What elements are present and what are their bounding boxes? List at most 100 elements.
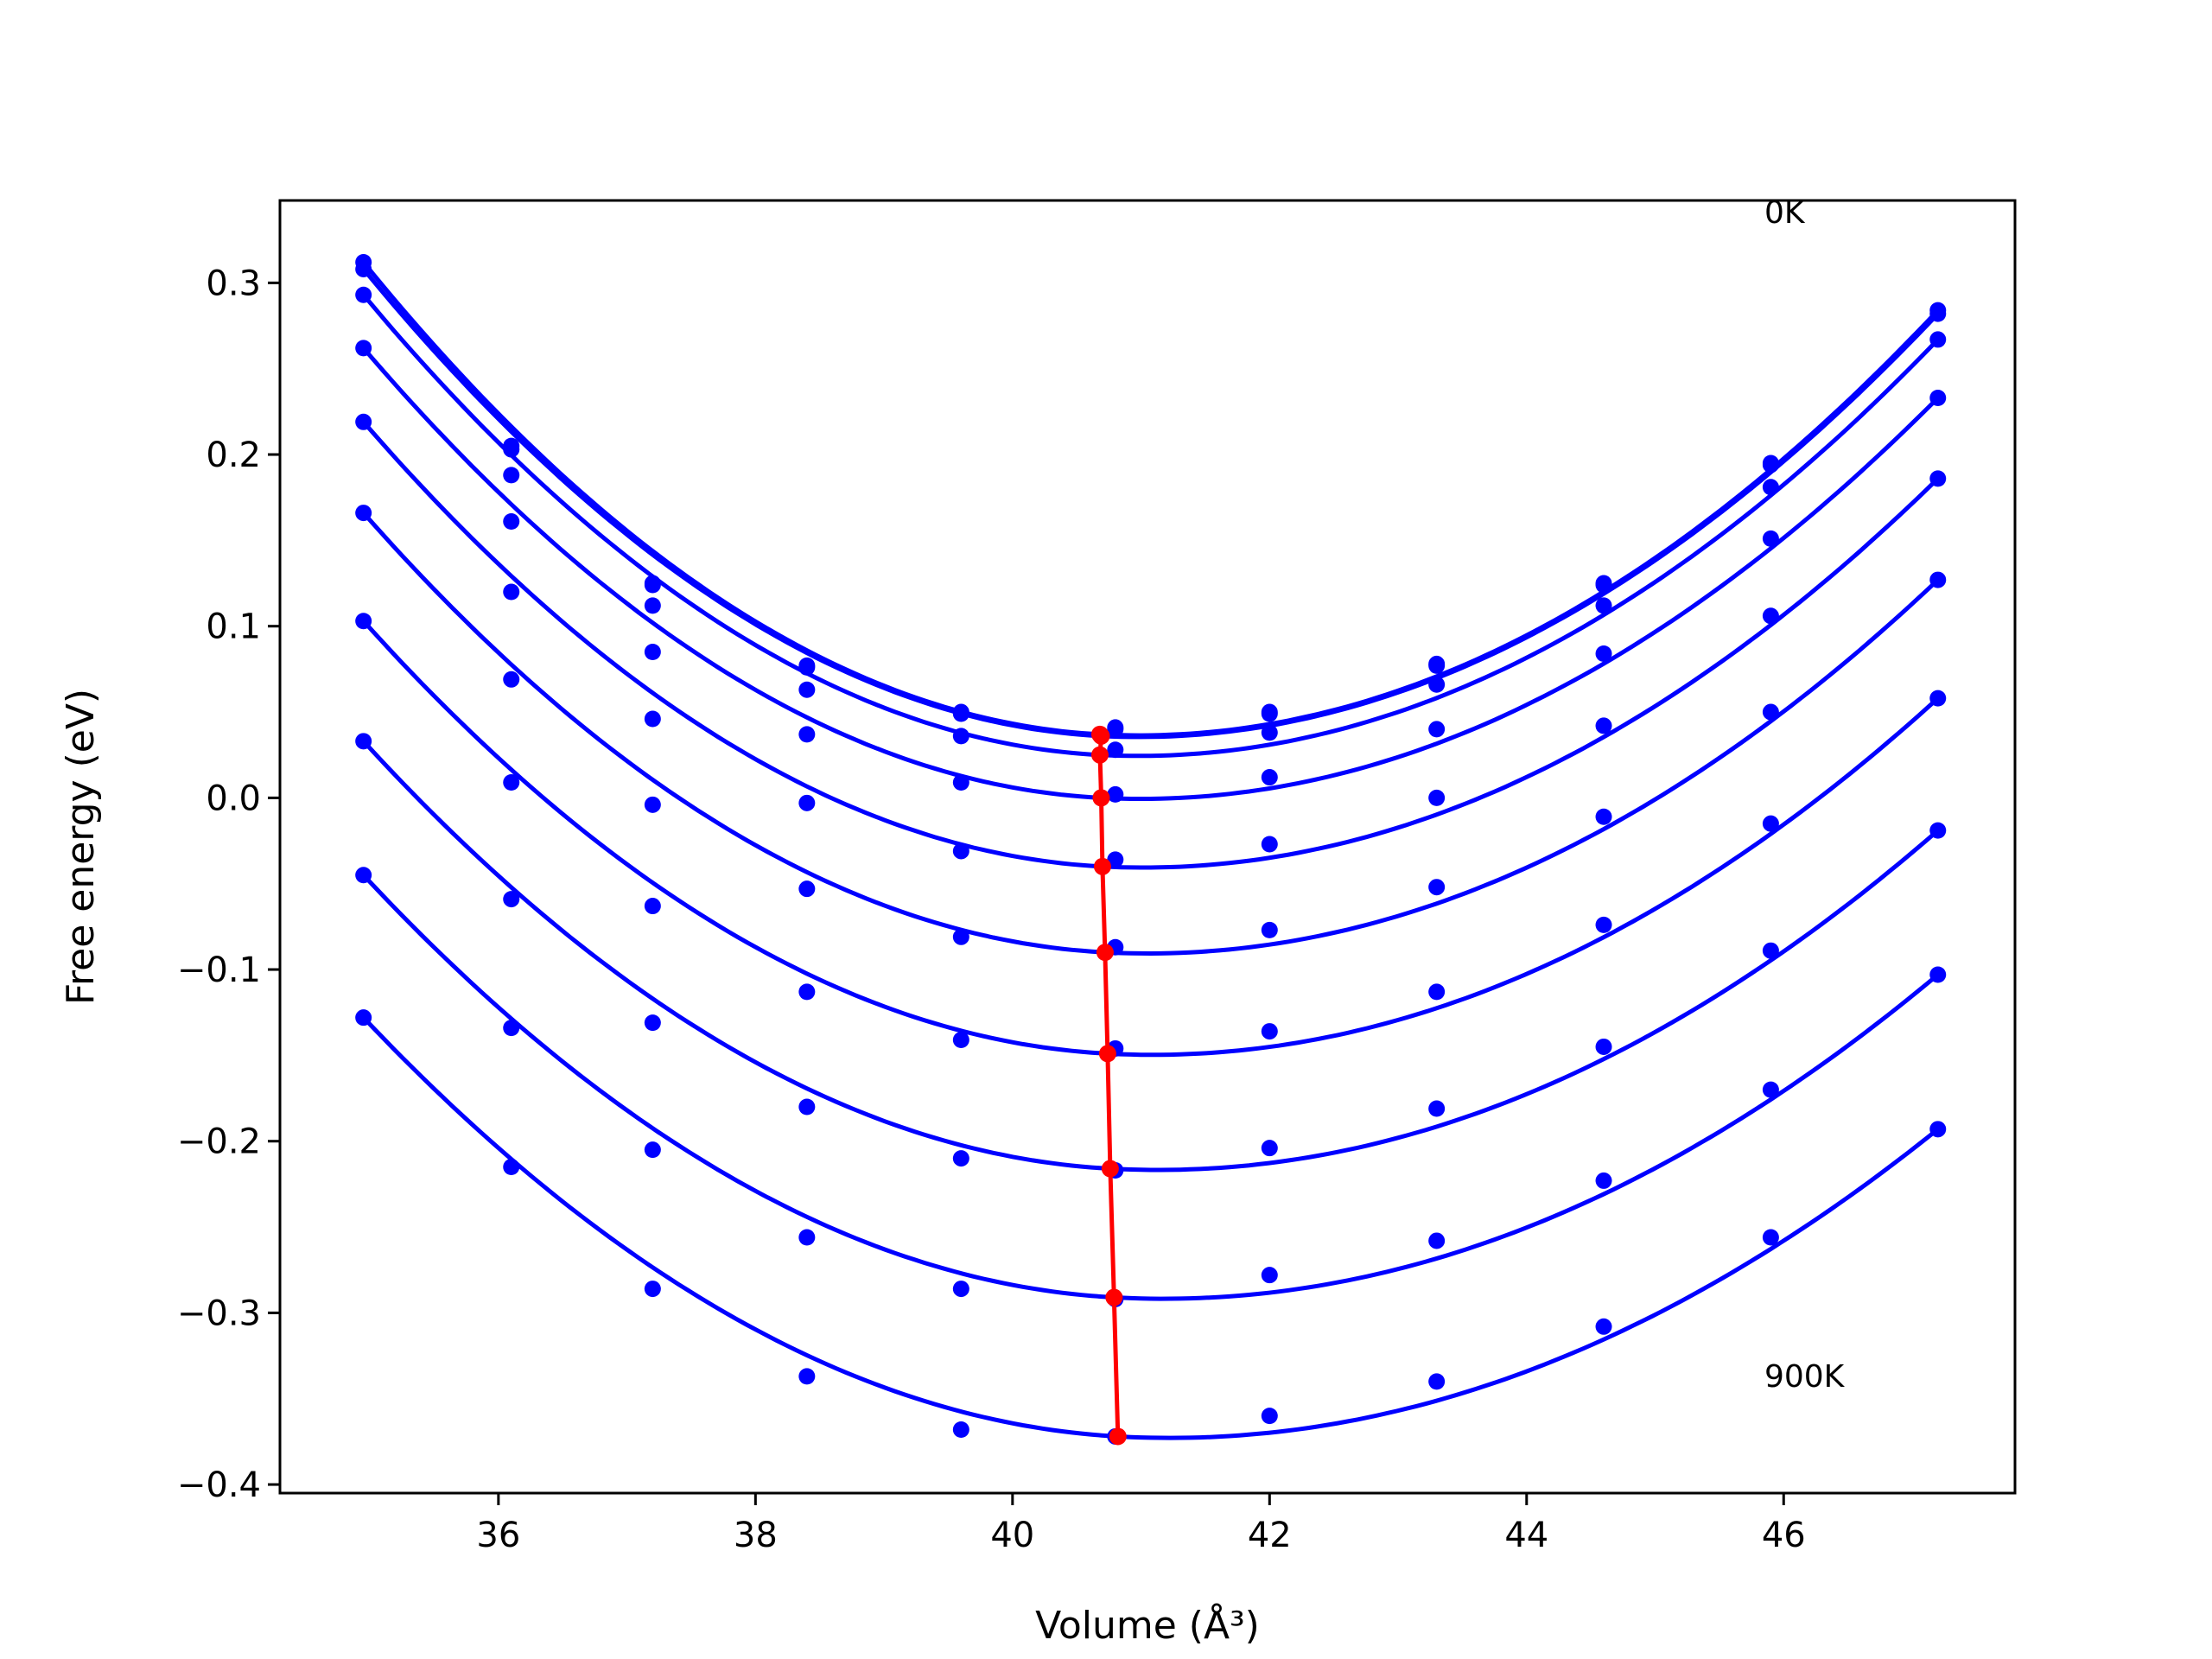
data-point [1929, 470, 1947, 487]
data-point [1595, 645, 1612, 662]
data-point [952, 842, 969, 860]
data-point [355, 613, 372, 630]
x-tick-label: 44 [1504, 1516, 1548, 1555]
data-point [1428, 1373, 1446, 1390]
data-point [1428, 983, 1446, 1001]
data-point [503, 671, 520, 688]
data-point [952, 773, 969, 791]
x-tick-label: 42 [1248, 1516, 1292, 1555]
data-point [355, 413, 372, 430]
data-point [952, 728, 969, 745]
data-point [644, 597, 661, 614]
data-point [503, 1020, 520, 1037]
minimum-point [1090, 746, 1109, 764]
minimum-point [1093, 857, 1111, 875]
data-point [952, 705, 969, 722]
annotation-0k: 0K [1764, 195, 1806, 231]
annotation-900k: 900K [1764, 1359, 1846, 1395]
data-point [644, 1281, 661, 1298]
data-point [1428, 657, 1446, 674]
series-curve-1 [361, 267, 1940, 740]
data-point [503, 1159, 520, 1176]
data-point [1762, 1229, 1779, 1246]
data-point [1261, 921, 1278, 938]
data-point [1929, 966, 1947, 983]
data-point [644, 898, 661, 915]
data-point [1107, 851, 1124, 868]
plot-frame [278, 199, 2017, 1495]
data-point [1595, 717, 1612, 734]
minimum-point [1101, 1160, 1119, 1178]
series-curve-3 [361, 346, 1940, 801]
data-point [1929, 389, 1947, 406]
data-point [1595, 916, 1612, 933]
data-point [1929, 331, 1947, 348]
y-tick-label: −0.1 [177, 950, 261, 990]
data-point [1762, 942, 1779, 959]
y-tick-label: 0.2 [206, 435, 261, 475]
y-tick-label: 0.0 [206, 779, 261, 818]
data-point [1428, 1100, 1446, 1117]
data-point [1762, 530, 1779, 547]
y-axis: 0.3 0.2 0.1 0.0 −0.1 −0.2 −0.3 −0.4 [177, 264, 280, 1505]
data-point [1261, 705, 1278, 722]
minimum-point [1096, 944, 1114, 962]
x-tick-label: 40 [990, 1516, 1034, 1555]
data-point [952, 1421, 969, 1438]
series-curve-4 [361, 420, 1940, 870]
series-curve-9 [361, 1015, 1940, 1440]
data-point [1929, 822, 1947, 839]
data-point [644, 1141, 661, 1159]
x-tick-label: 38 [734, 1516, 778, 1555]
data-point [1428, 676, 1446, 693]
data-point [1261, 1408, 1278, 1425]
data-point [1107, 741, 1124, 759]
data-point [1428, 789, 1446, 806]
y-tick-label: −0.2 [177, 1122, 261, 1162]
data-layer [355, 254, 1947, 1446]
data-point [503, 467, 520, 484]
data-point [355, 286, 372, 303]
data-point [952, 1032, 969, 1049]
data-point [1261, 1140, 1278, 1157]
data-point [1428, 721, 1446, 738]
data-point [798, 681, 816, 698]
data-point [1107, 785, 1124, 803]
data-point [355, 260, 372, 277]
data-point [1428, 1232, 1446, 1249]
y-axis-label: Free energy (eV) [59, 689, 103, 1005]
data-point [798, 880, 816, 898]
data-point [1428, 879, 1446, 896]
data-point [1929, 571, 1947, 588]
data-point [952, 1150, 969, 1167]
data-point [503, 583, 520, 601]
minimum-point [1092, 789, 1110, 807]
data-point [798, 1229, 816, 1246]
data-point [1595, 1172, 1612, 1189]
data-point [355, 1009, 372, 1027]
data-point [644, 644, 661, 661]
minimum-line [1097, 733, 1121, 1437]
series-curve-5 [361, 511, 1940, 957]
minimum-point [1105, 1288, 1123, 1306]
data-point [1762, 1081, 1779, 1098]
data-point [644, 796, 661, 813]
x-axis-label: Volume (Å³) [1035, 1602, 1260, 1648]
data-point [1929, 1121, 1947, 1138]
data-point [1762, 607, 1779, 625]
y-tick-label: 0.1 [206, 607, 261, 647]
data-point [1595, 808, 1612, 825]
data-point [1595, 1318, 1612, 1335]
minimum-point [1109, 1427, 1127, 1446]
y-tick-label: −0.3 [177, 1294, 261, 1333]
data-point [644, 710, 661, 728]
x-tick-label: 46 [1762, 1516, 1806, 1555]
data-point [798, 1368, 816, 1385]
data-point [1261, 769, 1278, 786]
data-point [1762, 456, 1779, 474]
y-tick-label: 0.3 [206, 264, 261, 303]
data-point [1261, 836, 1278, 853]
minimum-point [1098, 1045, 1116, 1063]
data-point [798, 983, 816, 1001]
